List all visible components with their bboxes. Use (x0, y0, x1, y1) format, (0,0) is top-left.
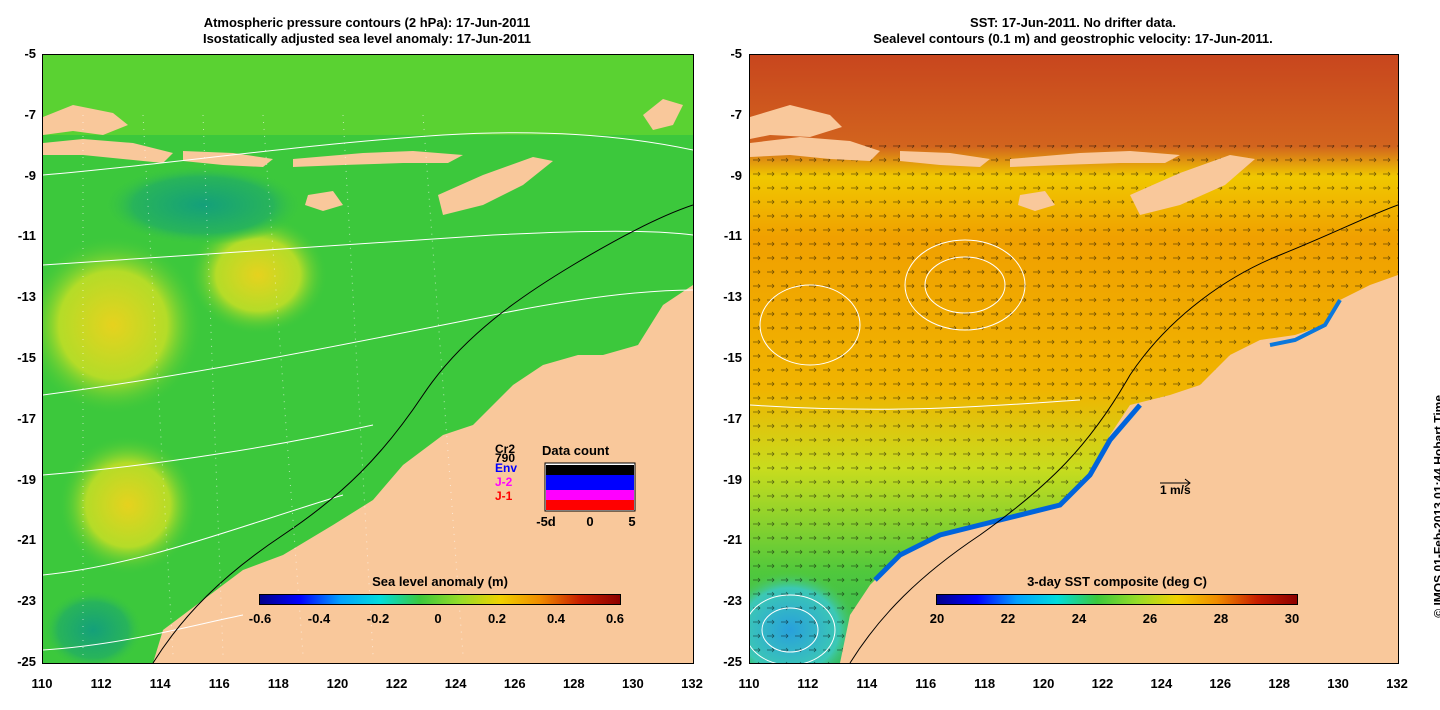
right-map (749, 54, 1399, 664)
right-cbar-label: 20 (929, 611, 945, 626)
left-colorbar-title: Sea level anomaly (m) (372, 574, 508, 589)
data-count-title: Data count (542, 443, 610, 458)
left-title-line1: Atmospheric pressure contours (2 hPa): 1… (203, 15, 531, 30)
x-tick-label: 110 (31, 676, 53, 691)
x-tick-label: 116 (915, 676, 937, 691)
left-cbar-label: 0.4 (546, 611, 566, 626)
left-colorbar (259, 594, 621, 605)
y-tick-label: -5 (24, 46, 36, 61)
x-tick-label: 126 (503, 676, 526, 691)
y-tick-label: -23 (17, 593, 36, 609)
x-tick-label: 118 (267, 676, 289, 691)
x-tick-label: 110 (738, 676, 760, 691)
timor-island (438, 157, 553, 215)
timor-island (1130, 155, 1255, 215)
data-count-chart (544, 462, 636, 512)
right-title-line2: Sealevel contours (0.1 m) and geostrophi… (873, 31, 1273, 46)
x-tick-label: 132 (681, 676, 703, 691)
y-tick-label: -13 (17, 289, 36, 305)
left-cbar-label: 0 (434, 611, 442, 626)
y-tick-label: -15 (723, 350, 742, 365)
x-tick-label: 112 (797, 676, 819, 691)
right-cbar-label: 26 (1142, 611, 1158, 626)
legend-790: 790 (495, 451, 516, 465)
datacount-tick-m5: -5d (536, 514, 556, 529)
java-island (750, 105, 842, 139)
x-tick-label: 118 (974, 676, 996, 691)
left-cbar-label: 0.2 (487, 611, 507, 626)
x-tick-label: 120 (326, 676, 349, 691)
right-cbar-label: 24 (1071, 611, 1087, 626)
x-tick-label: 116 (208, 676, 230, 691)
left-cbar-label: -0.4 (307, 611, 331, 626)
australia-landmass (840, 275, 1398, 663)
x-tick-label: 126 (1209, 676, 1232, 691)
x-tick-label: 112 (90, 676, 112, 691)
y-tick-label: -5 (730, 46, 742, 61)
y-tick-label: -25 (17, 654, 36, 669)
right-title-line1: SST: 17-Jun-2011. No drifter data. (970, 15, 1176, 30)
legend-j1: J-1 (495, 489, 513, 503)
x-tick-label: 132 (1386, 676, 1408, 691)
left-cbar-label: -0.6 (248, 611, 272, 626)
x-tick-label: 120 (1032, 676, 1055, 691)
y-tick-label: -7 (24, 106, 36, 122)
datacount-tick-0: 0 (586, 514, 594, 529)
right-colorbar (936, 594, 1298, 605)
y-tick-label: -21 (723, 532, 742, 548)
scale-arrow (1160, 478, 1191, 488)
y-tick-label: -15 (17, 350, 36, 365)
x-tick-label: 124 (444, 676, 467, 691)
y-tick-label: -21 (17, 532, 36, 548)
x-tick-label: 114 (149, 676, 171, 691)
right-cbar-label: 22 (1000, 611, 1016, 626)
nusa-tenggara-islands (43, 139, 173, 163)
legend-cr2: Cr2 (495, 442, 516, 456)
right-cbar-label: 30 (1284, 611, 1300, 626)
y-tick-label: -11 (17, 228, 36, 244)
y-tick-label: -9 (730, 167, 742, 183)
y-tick-label: -25 (723, 654, 742, 669)
left-title-line2: Isostatically adjusted sea level anomaly… (202, 31, 532, 46)
y-tick-label: -17 (17, 410, 36, 426)
x-tick-label: 114 (856, 676, 878, 691)
left-cbar-label: -0.2 (366, 611, 390, 626)
java-island (43, 105, 128, 135)
right-cbar-label: 28 (1213, 611, 1229, 626)
y-tick-label: -19 (723, 471, 742, 487)
y-tick-label: -11 (723, 228, 742, 244)
x-tick-label: 124 (1150, 676, 1173, 691)
left-map (42, 54, 694, 664)
credit-text: © IMOS 01-Feb-2013 01:44 Hobart Time (1432, 395, 1440, 618)
legend-env: Env (495, 461, 518, 475)
x-tick-label: 122 (385, 676, 408, 691)
y-tick-label: -9 (24, 167, 36, 183)
x-tick-label: 130 (622, 676, 644, 691)
x-tick-label: 122 (1091, 676, 1114, 691)
australia-landmass (153, 285, 693, 663)
x-tick-label: 128 (1268, 676, 1291, 691)
y-tick-label: -23 (723, 593, 742, 609)
x-tick-label: 130 (1327, 676, 1349, 691)
scale-arrow-label: 1 m/s (1160, 483, 1191, 497)
y-tick-label: -19 (17, 471, 36, 487)
legend-j2: J-2 (495, 475, 513, 489)
nusa-tenggara-islands (750, 137, 880, 161)
x-tick-label: 128 (562, 676, 585, 691)
y-tick-label: -7 (730, 106, 742, 122)
datacount-tick-5: 5 (628, 514, 636, 529)
y-tick-label: -13 (723, 289, 742, 305)
right-colorbar-title: 3-day SST composite (deg C) (1027, 574, 1207, 589)
y-tick-label: -17 (723, 410, 742, 426)
left-cbar-label: 0.6 (605, 611, 625, 626)
